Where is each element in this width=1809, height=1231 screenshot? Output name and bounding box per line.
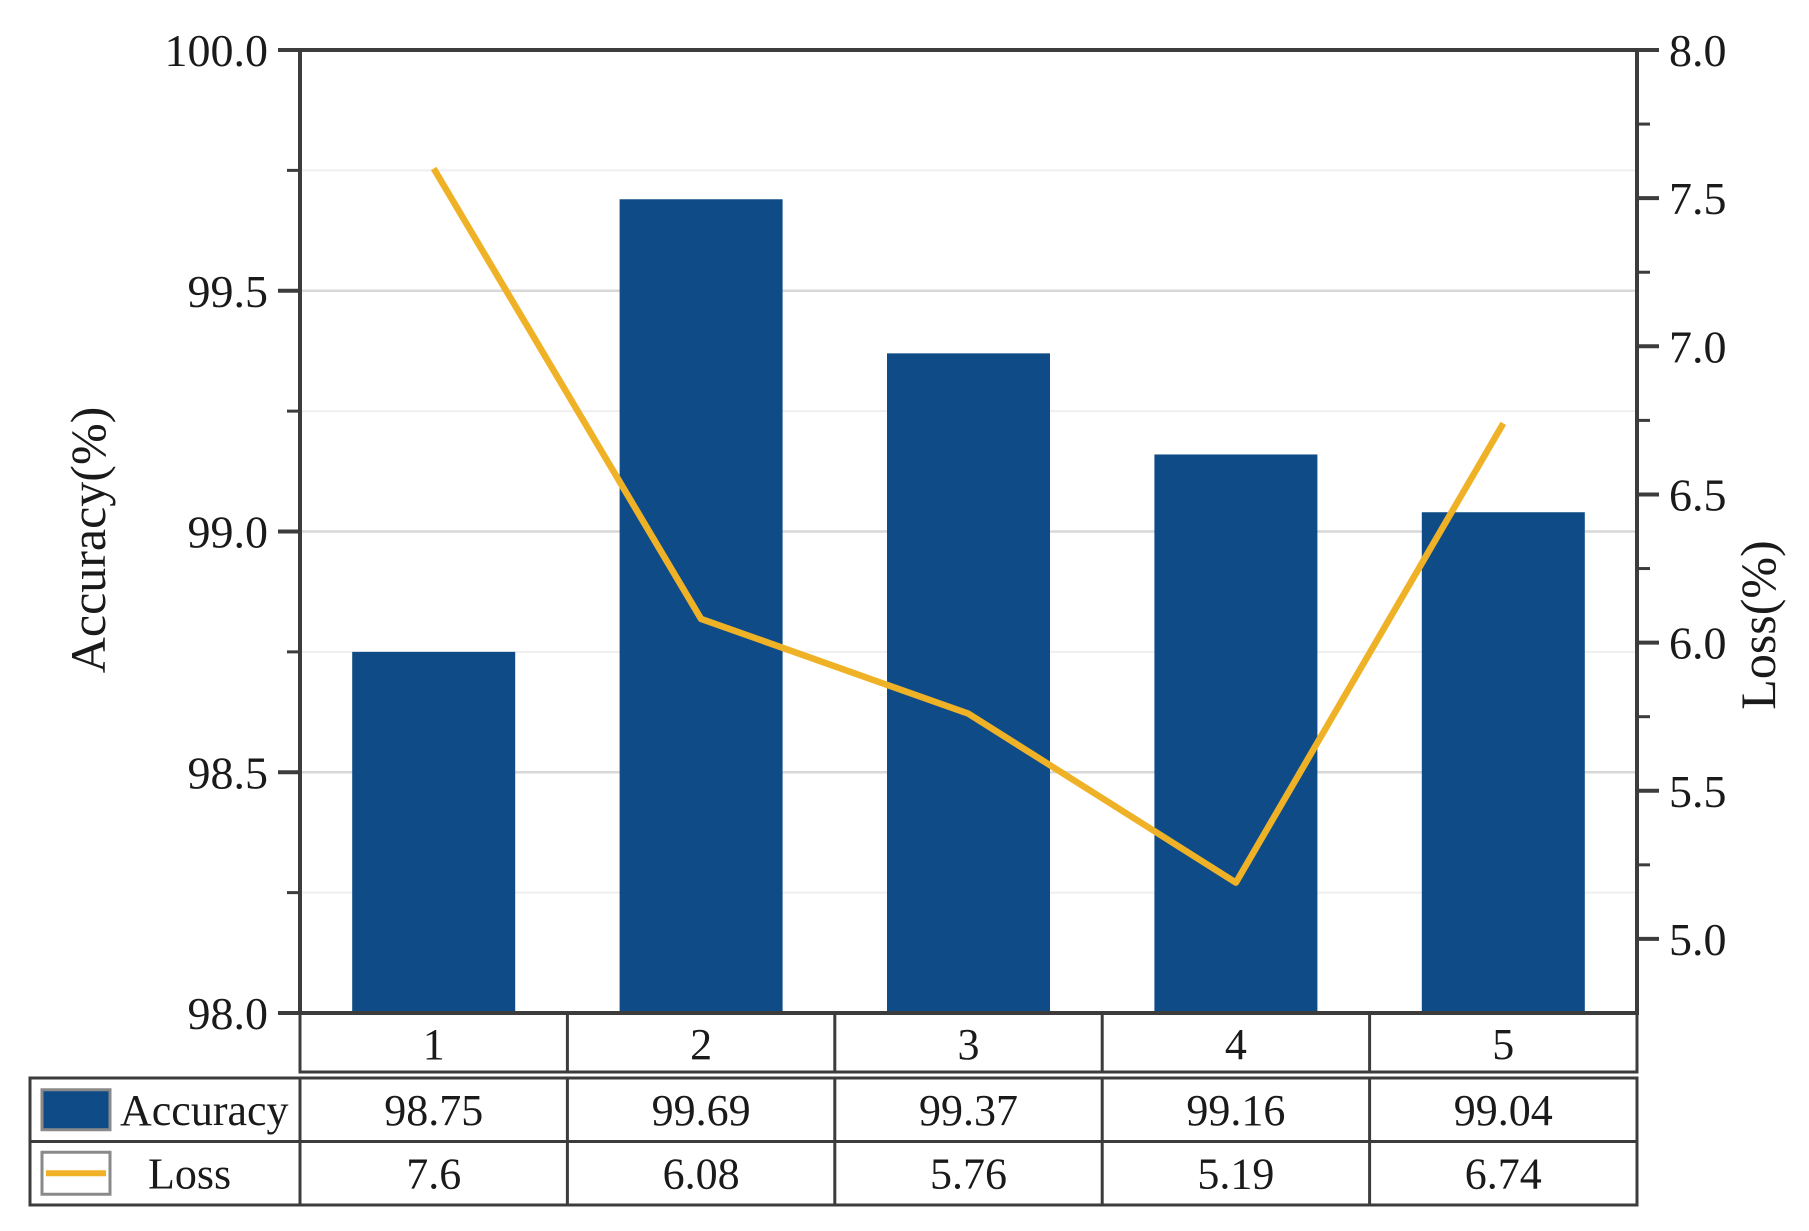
loss-legend-label: Loss xyxy=(148,1149,231,1198)
left-tick-label: 99.0 xyxy=(188,507,269,558)
category-label-2: 2 xyxy=(690,1020,712,1069)
accuracy-legend-label: Accuracy xyxy=(120,1086,289,1135)
right-tick-label: 6.0 xyxy=(1669,618,1727,669)
category-label-5: 5 xyxy=(1492,1020,1514,1069)
loss-value-2: 6.08 xyxy=(663,1149,740,1198)
loss-value-5: 6.74 xyxy=(1465,1149,1542,1198)
category-strip: 1 2 3 4 5 xyxy=(298,1011,1639,1074)
right-tick-label: 7.5 xyxy=(1669,173,1727,224)
left-tick-label: 98.5 xyxy=(188,747,269,798)
right-axis-tick-labels: 8.0 7.5 7.0 6.5 6.0 5.5 5.0 xyxy=(1669,25,1727,965)
accuracy-value-2: 99.69 xyxy=(652,1086,751,1135)
accuracy-value-4: 99.16 xyxy=(1186,1086,1285,1135)
accuracy-bar-4 xyxy=(1154,454,1318,1014)
accuracy-bars xyxy=(352,199,1585,1014)
loss-line xyxy=(430,166,1507,886)
accuracy-bar-5 xyxy=(1421,512,1585,1013)
left-tick-label: 99.5 xyxy=(188,266,269,317)
right-tick-label: 7.0 xyxy=(1669,321,1727,372)
right-axis-title: Loss(%) xyxy=(1730,540,1786,709)
loss-value-3: 5.76 xyxy=(930,1149,1007,1198)
accuracy-value-5: 99.04 xyxy=(1454,1086,1553,1135)
accuracy-bar-1 xyxy=(352,651,516,1013)
left-axis-tick-labels: 100.0 99.5 99.0 98.5 98.0 xyxy=(165,25,269,1039)
accuracy-legend-swatch xyxy=(40,1088,112,1132)
accuracy-value-1: 98.75 xyxy=(384,1086,483,1135)
left-axis-ticks xyxy=(278,48,300,1015)
left-tick-label: 100.0 xyxy=(165,25,269,76)
legend-data-table: Accuracy 98.75 99.69 99.37 99.16 99.04 Loss 7.6… xyxy=(28,1076,1639,1207)
left-axis-title: Accuracy(%) xyxy=(60,407,116,673)
right-tick-label: 6.5 xyxy=(1669,469,1727,520)
accuracy-bar-2 xyxy=(619,199,783,1013)
right-tick-label: 8.0 xyxy=(1669,25,1727,76)
right-axis-ticks xyxy=(1637,48,1659,941)
accuracy-bar-3 xyxy=(887,353,1050,1014)
right-tick-label: 5.0 xyxy=(1669,914,1727,965)
loss-value-4: 5.19 xyxy=(1197,1149,1274,1198)
category-strip-border xyxy=(298,1011,1639,1074)
loss-value-1: 7.6 xyxy=(406,1149,461,1198)
right-tick-label: 5.5 xyxy=(1669,766,1727,817)
loss-line-path xyxy=(430,166,1507,886)
accuracy-value-3: 99.37 xyxy=(919,1086,1018,1135)
category-label-3: 3 xyxy=(958,1020,980,1069)
category-label-1: 1 xyxy=(423,1020,445,1069)
left-tick-label: 98.0 xyxy=(188,988,269,1039)
category-label-4: 4 xyxy=(1225,1020,1247,1069)
